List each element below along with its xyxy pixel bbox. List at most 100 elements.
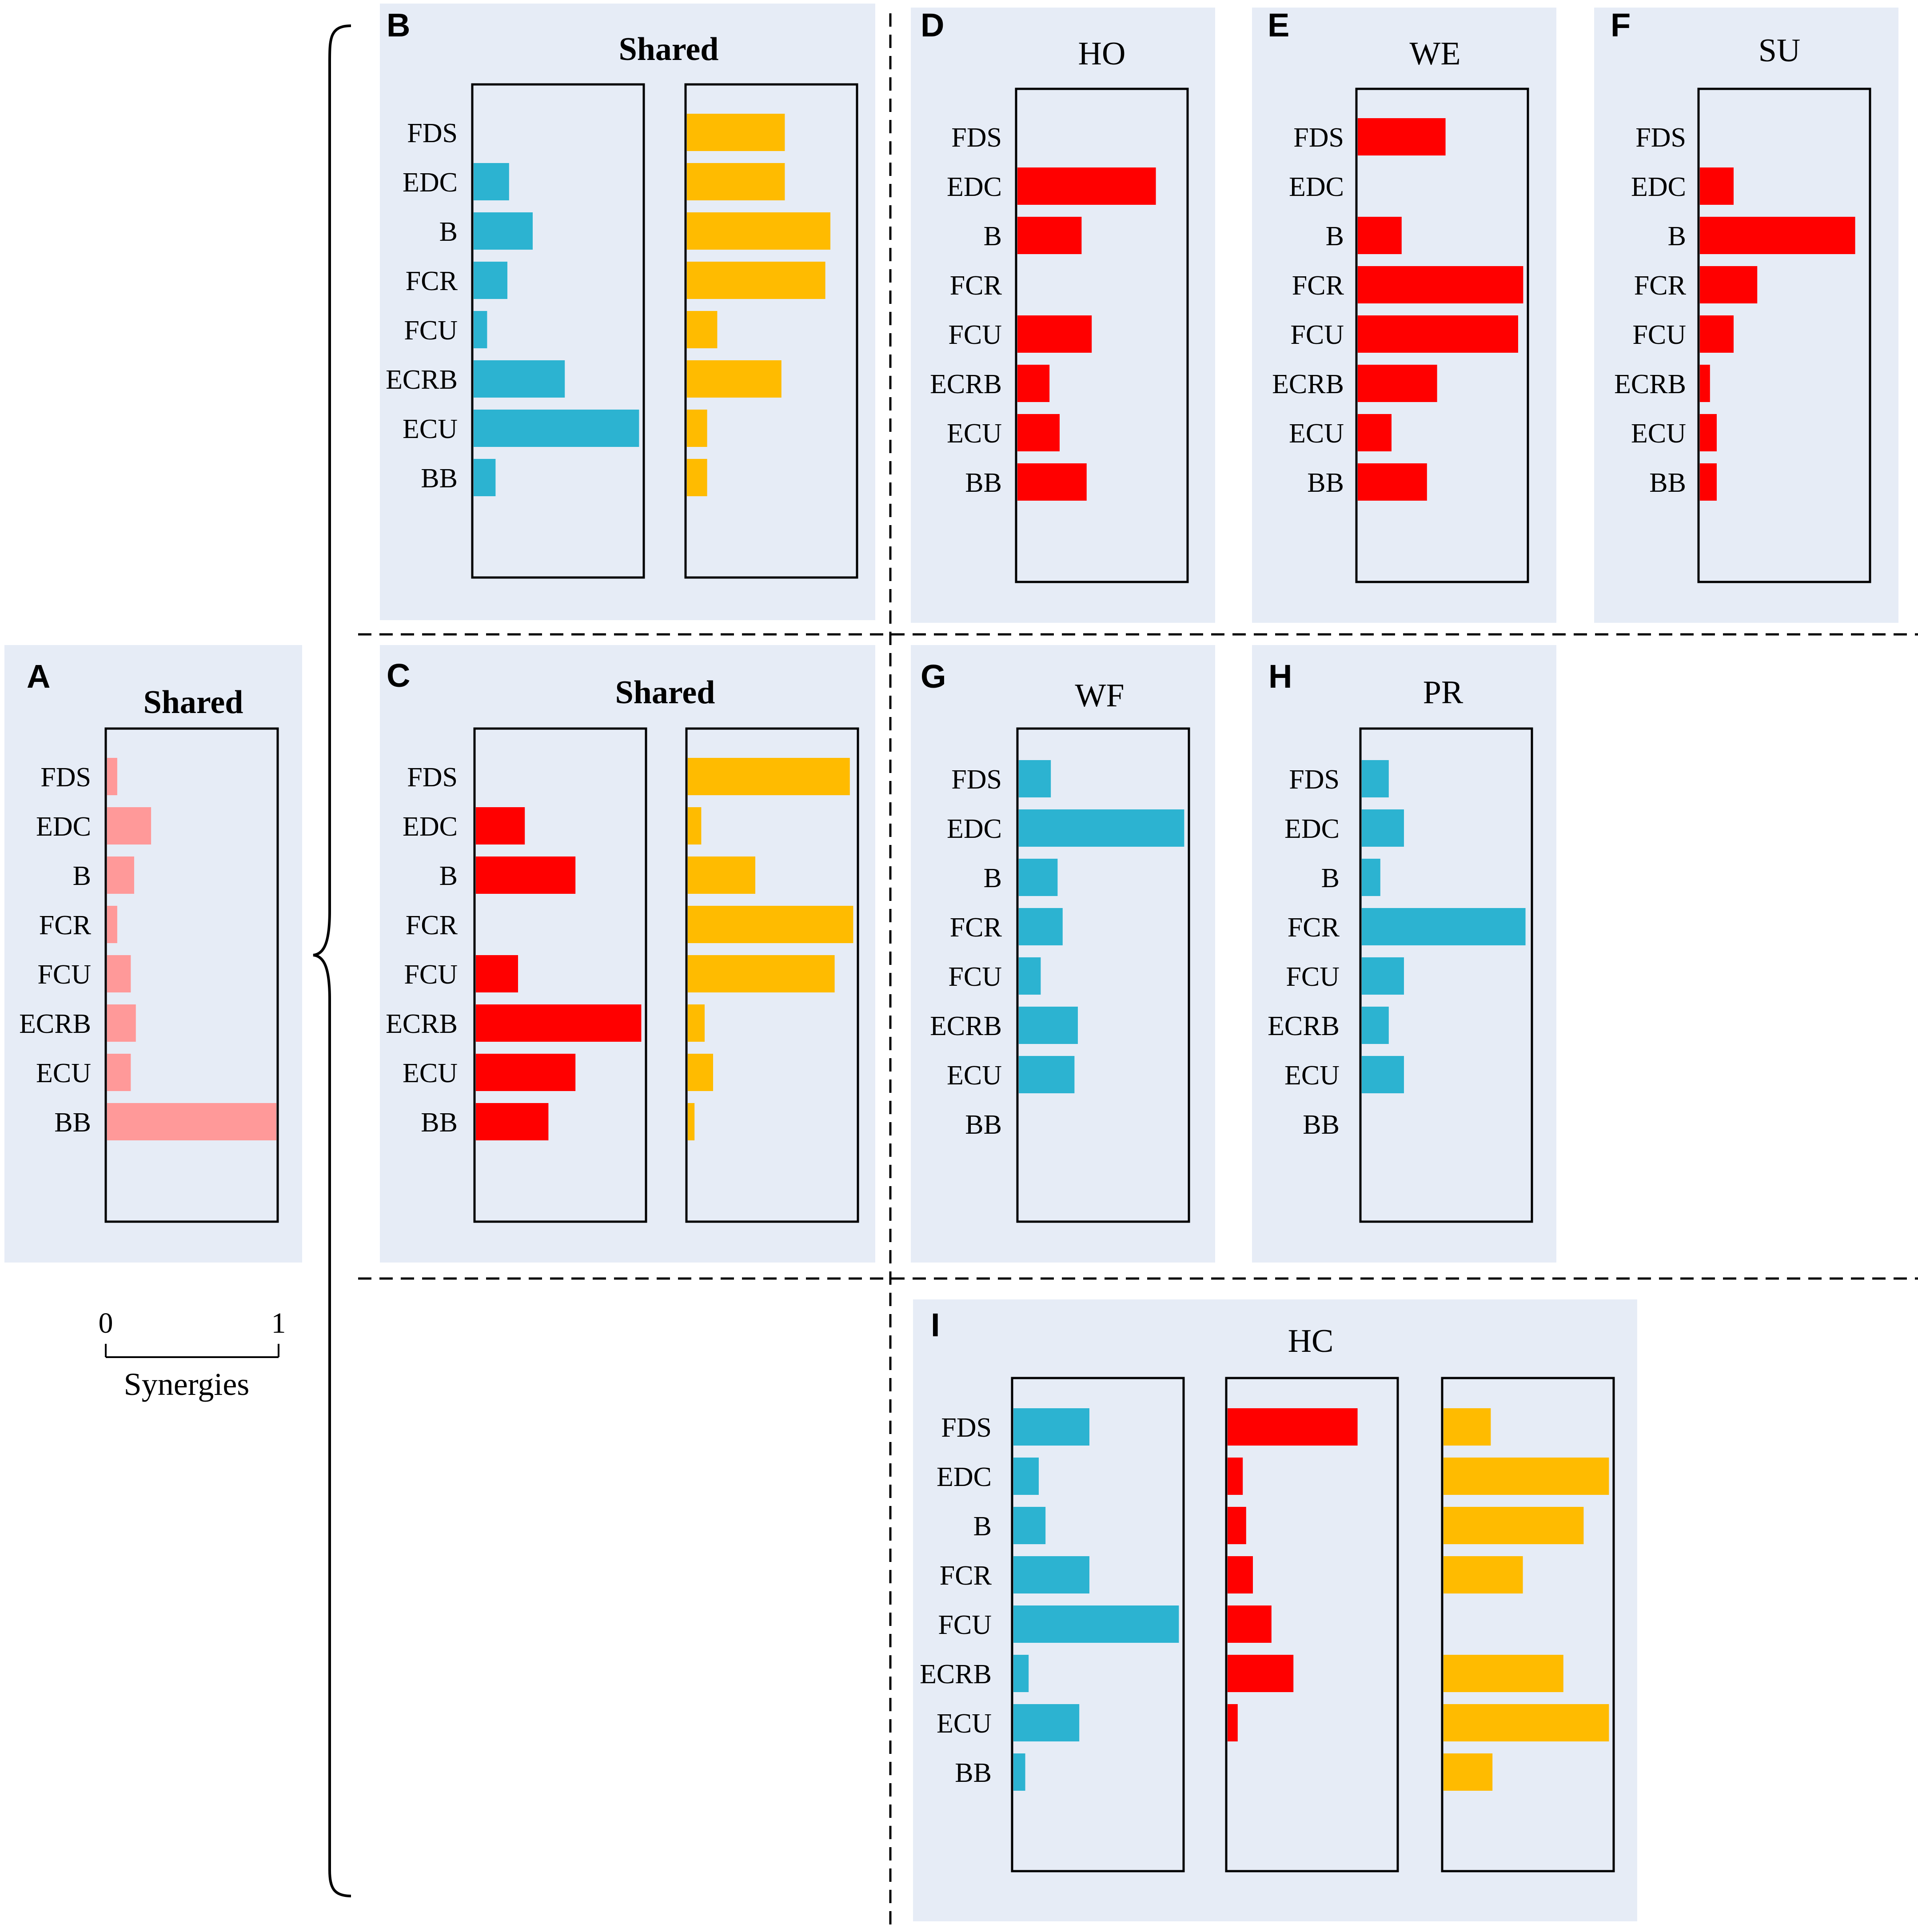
panel-h-s1-bar-edc — [1362, 809, 1404, 847]
panel-f-label-ecu: ECU — [1631, 418, 1686, 449]
panel-b-frame-1 — [471, 83, 645, 579]
panel-e-label-fcr: FCR — [1292, 271, 1344, 301]
panel-c-s2-bar-fcr — [688, 906, 853, 943]
panel-g-title: WF — [1075, 677, 1124, 714]
panel-g-label-fcu: FCU — [948, 962, 1002, 992]
panel-c-s2-bar-edc — [688, 807, 702, 845]
separators — [313, 13, 1918, 1932]
panel-c-s2-bar-fcu — [688, 955, 835, 992]
panel-i-label-fcu: FCU — [938, 1610, 992, 1640]
panel-f-frame-1 — [1697, 88, 1871, 583]
panel-e-label-edc: EDC — [1289, 172, 1344, 202]
panel-i-frame-1 — [1011, 1377, 1185, 1872]
panel-i-s3-bar-edc — [1443, 1458, 1609, 1495]
panel-c-frame-1 — [473, 727, 647, 1223]
panel-a-s1-bar-fcu — [107, 955, 131, 992]
panel-h-s1-bar-b — [1362, 859, 1380, 896]
panel-b: B Shared FDS EDC B FCR FCU ECRB ECU BB — [386, 7, 858, 579]
panel-b-s1-bar-ecrb — [474, 360, 565, 398]
panel-h-label-b: B — [1321, 863, 1340, 893]
panel-c-frame-2 — [685, 727, 859, 1223]
panel-h-title: PR — [1423, 674, 1463, 711]
panel-i: I HC FDS EDC B FCR FCU ECRB ECU BB — [920, 1307, 1615, 1872]
panel-b-label-ecrb: ECRB — [386, 365, 458, 395]
panel-a-label-ecrb: ECRB — [19, 1009, 91, 1039]
panel-f-s1-bar-edc — [1700, 167, 1734, 205]
panel-h-label-ecu: ECU — [1284, 1060, 1340, 1091]
panel-f-s1-bar-ecrb — [1700, 365, 1710, 402]
panel-c-label-fcu: FCU — [404, 960, 458, 990]
panel-i-s3-bar-bb — [1443, 1753, 1493, 1791]
panel-d-label-fcu: FCU — [948, 320, 1002, 350]
panel-h-letter: H — [1268, 658, 1292, 695]
panel-h-label-bb: BB — [1303, 1110, 1340, 1140]
panel-d-frame-1 — [1015, 88, 1189, 583]
panel-i-title: HC — [1288, 1323, 1334, 1359]
panel-b-title: Shared — [619, 31, 719, 68]
panel-a-s1-bar-fcr — [107, 906, 117, 943]
panel-f-title: SU — [1758, 32, 1801, 69]
panel-d-label-bb: BB — [965, 468, 1002, 498]
panel-a-label-b: B — [73, 861, 91, 891]
panel-g-label-bb: BB — [965, 1110, 1002, 1140]
panel-g-label-ecrb: ECRB — [930, 1011, 1002, 1041]
panel-b-label-ecu: ECU — [403, 414, 458, 444]
panel-g-label-ecu: ECU — [947, 1060, 1002, 1091]
panel-b-s2-bar-edc — [687, 163, 785, 200]
panel-f-label-fcu: FCU — [1632, 320, 1686, 350]
panel-i-s3-bar-ecrb — [1443, 1655, 1563, 1692]
panel-i-label-edc: EDC — [937, 1462, 992, 1492]
panel-d-s1-bar-b — [1017, 217, 1082, 254]
panel-i-s3-bar-fcr — [1443, 1556, 1523, 1593]
panel-f-label-fds: FDS — [1635, 123, 1686, 153]
panel-c-letter: C — [387, 657, 410, 694]
panel-h-background — [1252, 645, 1556, 1263]
panel-e-label-ecu: ECU — [1289, 418, 1344, 449]
panel-c-s1-bar-b — [476, 856, 576, 894]
panel-e-s1-bar-b — [1358, 217, 1402, 254]
panel-c-s2-bar-ecrb — [688, 1004, 705, 1042]
panel-d-label-ecu: ECU — [947, 418, 1002, 449]
panel-c: C Shared FDS EDC B FCR FCU ECRB ECU BB — [386, 657, 859, 1223]
panel-c-title: Shared — [615, 674, 715, 711]
panel-g-label-fds: FDS — [951, 765, 1002, 795]
panel-b-letter: B — [387, 7, 410, 44]
panel-c-label-bb: BB — [421, 1107, 458, 1138]
panel-e-s1-bar-bb — [1358, 463, 1427, 501]
panel-d-s1-bar-ecrb — [1017, 365, 1050, 402]
panel-i-s1-bar-edc — [1013, 1458, 1039, 1495]
panel-d-label-b: B — [984, 221, 1002, 251]
panel-c-label-fcr: FCR — [406, 910, 458, 940]
panel-f-s1-bar-fcu — [1700, 315, 1734, 353]
panel-e-s1-bar-ecrb — [1358, 365, 1437, 402]
panel-i-s3-bar-b — [1443, 1507, 1584, 1544]
panel-b-label-fcu: FCU — [404, 315, 458, 346]
panel-e-s1-bar-ecu — [1358, 414, 1392, 451]
panel-c-s1-bar-edc — [476, 807, 525, 845]
panel-c-background — [380, 645, 875, 1263]
panel-a-s1-bar-fds — [107, 758, 117, 795]
panel-h-label-edc: EDC — [1284, 814, 1340, 844]
panel-c-label-ecrb: ECRB — [386, 1009, 458, 1039]
panel-i-s2-bar-fcu — [1228, 1605, 1272, 1643]
panel-i-label-bb: BB — [955, 1758, 992, 1788]
panel-h-s1-bar-fcu — [1362, 957, 1404, 995]
panel-g-s1-bar-b — [1019, 859, 1058, 896]
panel-c-s2-bar-bb — [688, 1103, 695, 1140]
panel-b-s1-bar-ecu — [474, 410, 639, 447]
panel-e-label-b: B — [1326, 221, 1344, 251]
panel-d-s1-bar-edc — [1017, 167, 1156, 205]
panel-a-s1-bar-bb — [107, 1103, 276, 1140]
panel-g-s1-bar-fcr — [1019, 908, 1063, 945]
curly-brace — [313, 24, 351, 1897]
panel-i-label-b: B — [973, 1511, 992, 1542]
panel-a-label-fcu: FCU — [37, 960, 91, 990]
panel-b-label-b: B — [439, 217, 458, 247]
panel-c-s1-bar-ecu — [476, 1054, 576, 1091]
panel-h-label-fcr: FCR — [1288, 912, 1340, 943]
panel-i-s2-bar-ecrb — [1228, 1655, 1294, 1692]
panel-d-letter: D — [921, 7, 944, 44]
panel-e-title: WE — [1409, 36, 1460, 72]
panel-g-label-b: B — [984, 863, 1002, 893]
